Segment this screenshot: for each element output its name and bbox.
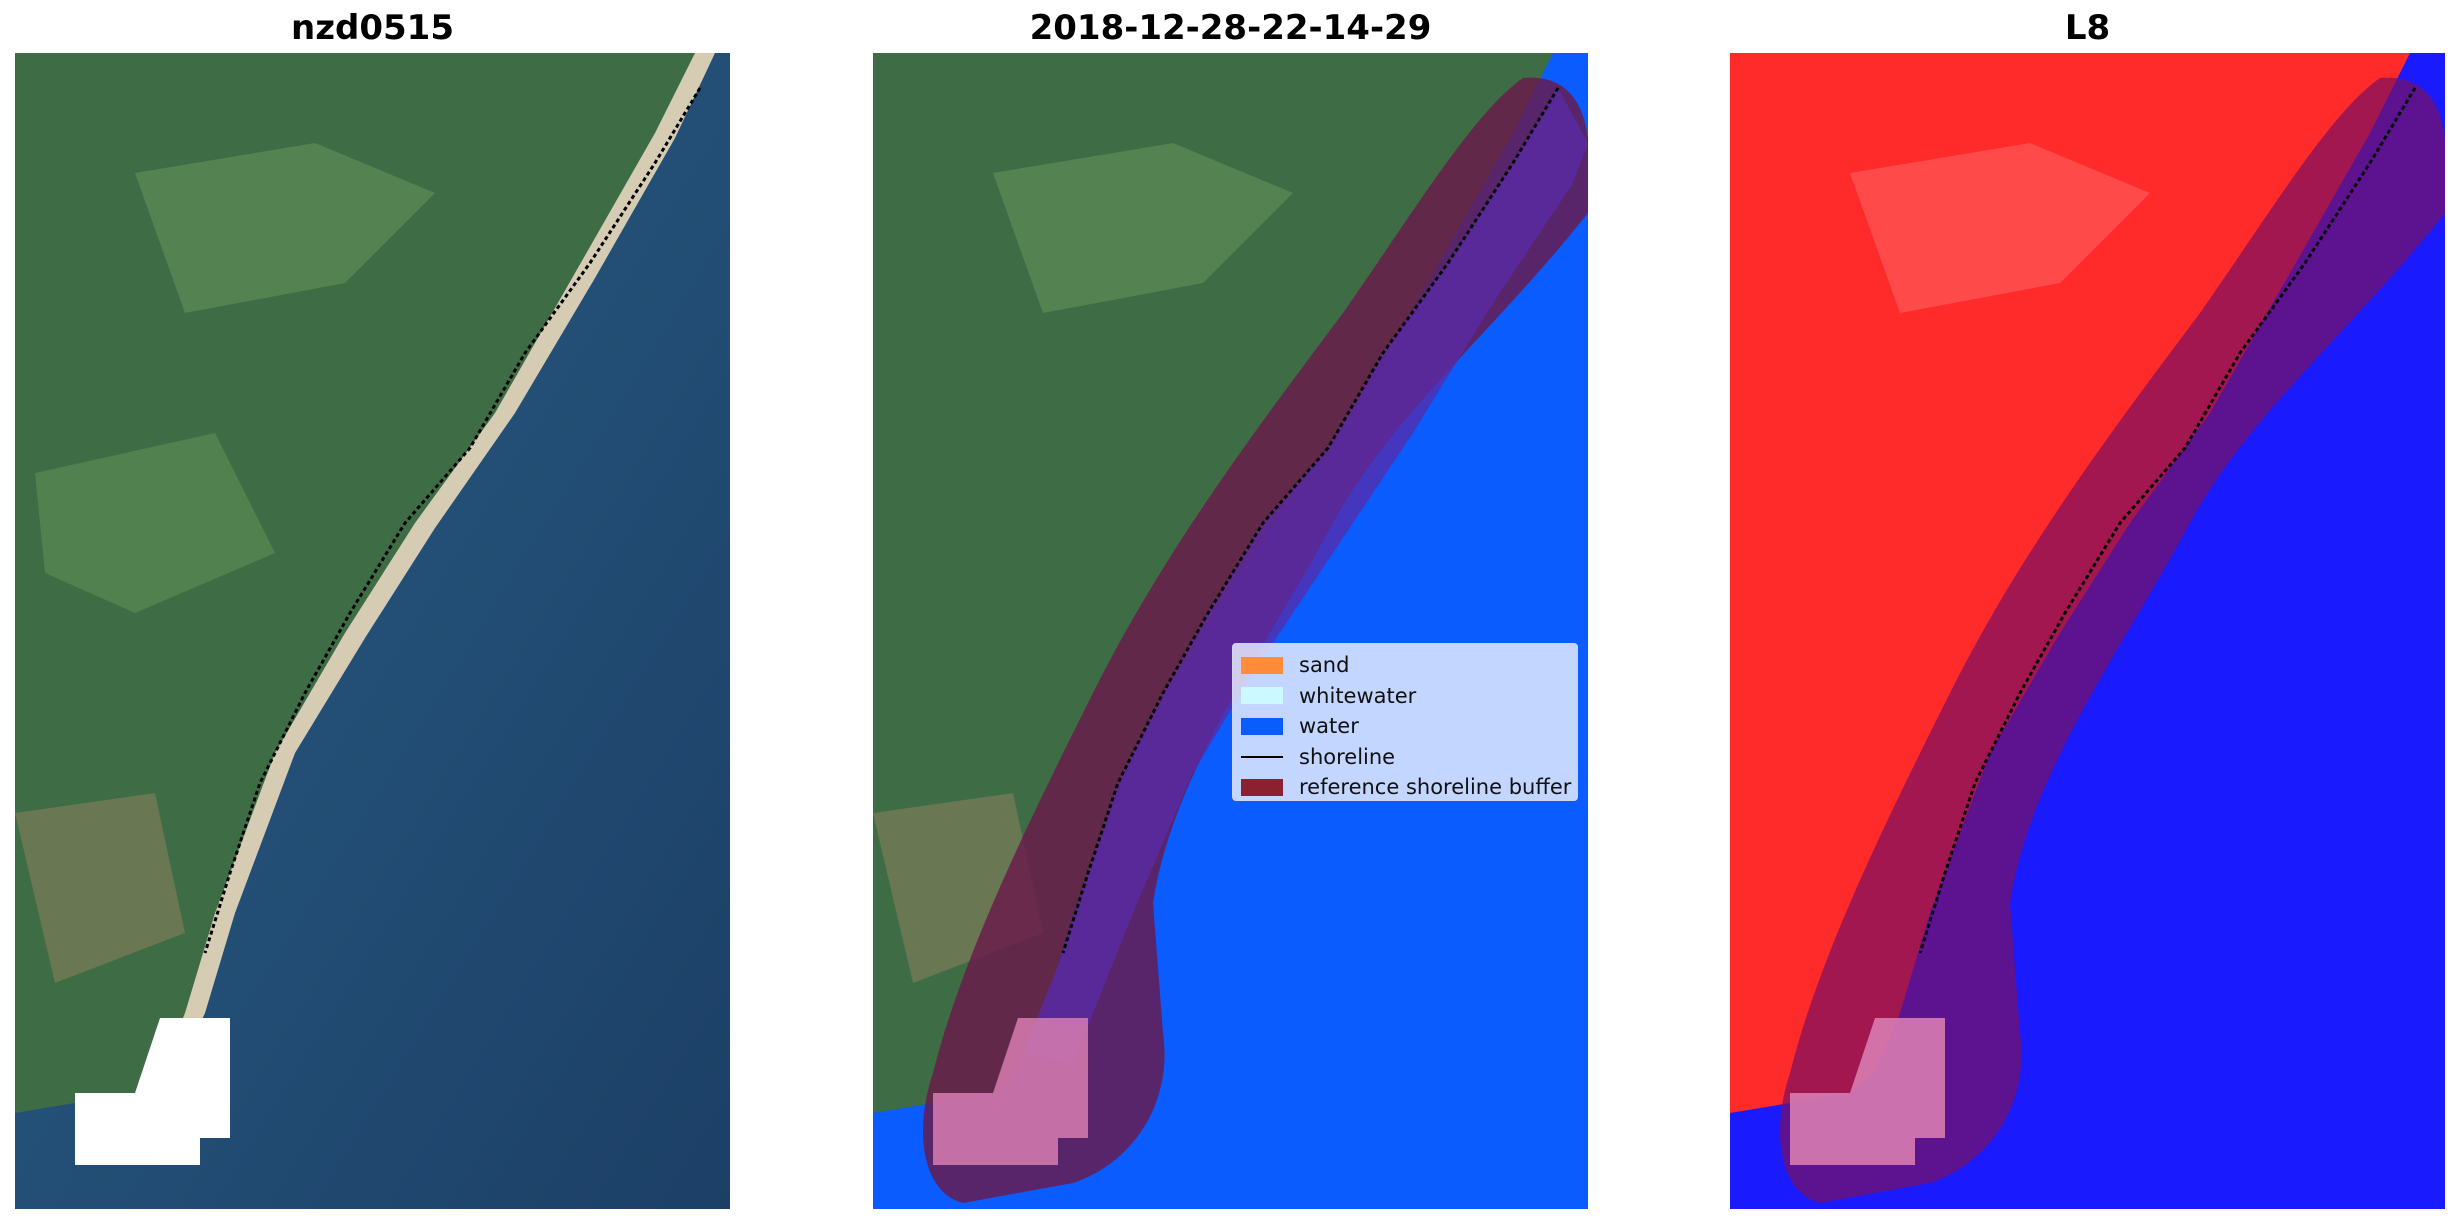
rgb-image-panel [15,53,730,1209]
legend-swatch-water [1241,717,1283,735]
panel-title-l8: L8 [2064,8,2111,48]
panel-title-rgb: nzd0515 [291,8,454,48]
legend-label: whitewater [1299,683,1417,708]
legend-label: shoreline [1299,744,1396,769]
classified-image-panel [873,53,1588,1209]
legend-item-shoreline: shoreline [1241,742,1569,773]
legend-label: reference shoreline buffer [1299,775,1572,800]
legend-swatch-buffer [1241,778,1283,796]
legend-swatch-sand [1241,656,1283,674]
legend-item-sand: sand [1241,650,1569,681]
legend: sand whitewater water shoreline referenc… [1232,643,1578,801]
l8-image-panel [1730,53,2445,1209]
legend-label: sand [1299,653,1350,678]
legend-label: water [1299,714,1359,739]
legend-swatch-whitewater [1241,687,1283,705]
legend-item-water: water [1241,711,1569,742]
legend-item-whitewater: whitewater [1241,681,1569,712]
panel-title-classified: 2018-12-28-22-14-29 [1029,8,1432,48]
legend-swatch-shoreline [1241,755,1283,758]
legend-item-buffer: reference shoreline buffer [1241,772,1572,803]
